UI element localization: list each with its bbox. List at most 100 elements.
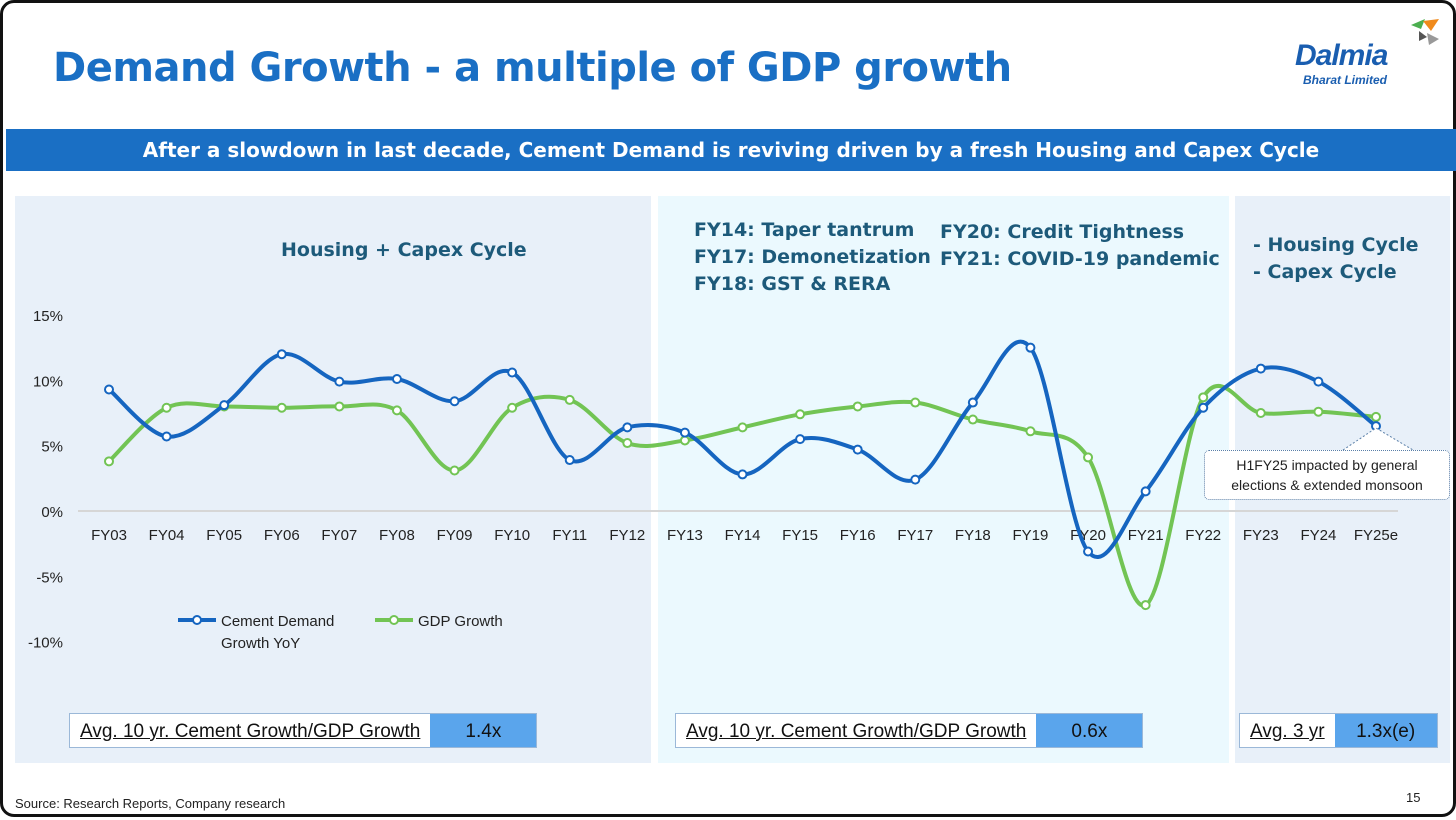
note-mid1: FY14: Taper tantrum FY17: Demonetization… bbox=[694, 217, 931, 298]
panel-housing-capex bbox=[15, 196, 651, 763]
x-tick-label: FY04 bbox=[149, 527, 185, 544]
data-point bbox=[1313, 376, 1324, 387]
note-line: - Housing Cycle bbox=[1253, 234, 1419, 256]
data-point bbox=[1198, 402, 1209, 413]
data-point bbox=[1313, 406, 1324, 417]
legend-label: GDP Growth bbox=[418, 613, 503, 630]
data-point bbox=[1025, 426, 1036, 437]
series-line-cement bbox=[107, 339, 1378, 559]
y-tick-label: 5% bbox=[41, 439, 63, 456]
data-point bbox=[967, 414, 978, 425]
data-point bbox=[1255, 408, 1266, 418]
data-point bbox=[564, 394, 575, 405]
data-point bbox=[1371, 411, 1381, 422]
y-tick-label: -5% bbox=[36, 569, 63, 586]
x-tick-label: FY21 bbox=[1128, 527, 1164, 544]
ratio-box-3: Avg. 3 yr 1.3x(e) bbox=[1239, 713, 1438, 748]
x-tick-label: FY05 bbox=[206, 527, 242, 544]
callout-pointer bbox=[1342, 427, 1414, 451]
x-tick-label: FY16 bbox=[840, 527, 876, 544]
note-line: - Capex Cycle bbox=[1253, 261, 1397, 283]
data-point bbox=[679, 427, 690, 438]
data-point bbox=[1083, 546, 1094, 557]
ratio-value: 1.3x(e) bbox=[1334, 714, 1437, 747]
x-tick-label: FY24 bbox=[1300, 527, 1336, 544]
ratio-label: Avg. 10 yr. Cement Growth/GDP Growth bbox=[686, 721, 1027, 742]
data-point bbox=[507, 402, 518, 413]
legend-marker bbox=[192, 615, 202, 625]
ratio-value: 0.6x bbox=[1036, 714, 1143, 747]
data-point bbox=[737, 469, 748, 480]
ratio-box-2: Avg. 10 yr. Cement Growth/GDP Growth 0.6… bbox=[675, 713, 1144, 748]
logo-subtitle: Bharat Limited bbox=[1303, 73, 1388, 87]
x-tick-label: FY25e bbox=[1354, 527, 1398, 544]
note-line: FY20: Credit Tightness bbox=[940, 221, 1185, 243]
note-mid2: FY20: Credit Tightness FY21: COVID-19 pa… bbox=[940, 219, 1220, 273]
data-point bbox=[104, 456, 114, 467]
data-point bbox=[1140, 486, 1151, 497]
note-line: FY17: Demonetization bbox=[694, 246, 931, 268]
data-point bbox=[967, 397, 978, 408]
data-point bbox=[795, 434, 806, 445]
data-point bbox=[507, 367, 518, 378]
ratio-label: Avg. 10 yr. Cement Growth/GDP Growth bbox=[80, 721, 421, 742]
x-tick-label: FY14 bbox=[725, 527, 761, 544]
line-chart: 15% 10% 5% 0% -5% -10% FY03 FY04 FY05 FY06 FY07 FY0… bbox=[28, 308, 1414, 652]
ratio-value: 1.4x bbox=[430, 714, 537, 747]
x-tick-label: FY13 bbox=[667, 527, 703, 544]
series-line-gdp bbox=[107, 383, 1377, 608]
data-point bbox=[276, 402, 287, 413]
x-tick-label: FY22 bbox=[1185, 527, 1221, 544]
note-line: FY14: Taper tantrum bbox=[694, 219, 915, 241]
source-note: Source: Research Reports, Company resear… bbox=[15, 796, 286, 811]
x-tick-label: FY20 bbox=[1070, 527, 1106, 544]
data-point bbox=[622, 438, 633, 449]
data-point bbox=[795, 409, 806, 420]
page-title: Demand Growth - a multiple of GDP growth bbox=[53, 45, 1012, 91]
data-point bbox=[104, 384, 114, 395]
y-tick-label: 15% bbox=[33, 308, 63, 325]
data-point bbox=[449, 465, 460, 476]
callout-line: elections & extended monsoon bbox=[1231, 477, 1423, 493]
legend-label: Growth YoY bbox=[221, 635, 300, 652]
legend-label: Cement Demand bbox=[221, 613, 334, 630]
note-line: FY21: COVID-19 pandemic bbox=[940, 248, 1220, 270]
x-tick-label: FY23 bbox=[1243, 527, 1279, 544]
data-point bbox=[449, 396, 460, 407]
company-logo: Dalmia Bharat Limited bbox=[1293, 17, 1443, 87]
data-point bbox=[334, 376, 345, 387]
x-tick-label: FY19 bbox=[1013, 527, 1049, 544]
data-point bbox=[391, 374, 402, 385]
x-tick-label: FY06 bbox=[264, 527, 300, 544]
data-point bbox=[276, 349, 287, 360]
y-tick-label: 10% bbox=[33, 373, 63, 390]
data-point bbox=[161, 402, 172, 413]
data-point bbox=[1255, 363, 1266, 374]
x-tick-label: FY07 bbox=[321, 527, 357, 544]
x-tick-label: FY09 bbox=[437, 527, 473, 544]
logo-swirl-icon bbox=[1411, 19, 1439, 45]
y-tick-label: 0% bbox=[41, 504, 63, 521]
data-point bbox=[334, 401, 345, 412]
data-point bbox=[1198, 392, 1209, 403]
x-tick-label: FY11 bbox=[552, 527, 587, 544]
note-right: - Housing Cycle - Capex Cycle bbox=[1253, 232, 1419, 286]
banner: After a slowdown in last decade, Cement … bbox=[6, 129, 1456, 171]
data-point bbox=[622, 422, 633, 433]
x-tick-label: FY03 bbox=[91, 527, 127, 544]
data-point bbox=[391, 405, 402, 416]
data-point bbox=[1140, 600, 1151, 611]
callout-h1fy25: H1FY25 impacted by general elections & e… bbox=[1204, 450, 1450, 500]
x-tick-label: FY18 bbox=[955, 527, 991, 544]
callout-line: H1FY25 impacted by general bbox=[1236, 457, 1418, 473]
y-tick-label: -10% bbox=[28, 635, 63, 652]
data-point bbox=[910, 474, 921, 485]
legend-marker bbox=[389, 615, 399, 625]
data-point bbox=[161, 431, 172, 442]
data-point bbox=[1083, 452, 1094, 463]
data-point bbox=[219, 400, 230, 411]
x-tick-label: FY17 bbox=[897, 527, 933, 544]
data-point bbox=[910, 397, 921, 408]
ratio-label: Avg. 3 yr bbox=[1250, 721, 1325, 742]
